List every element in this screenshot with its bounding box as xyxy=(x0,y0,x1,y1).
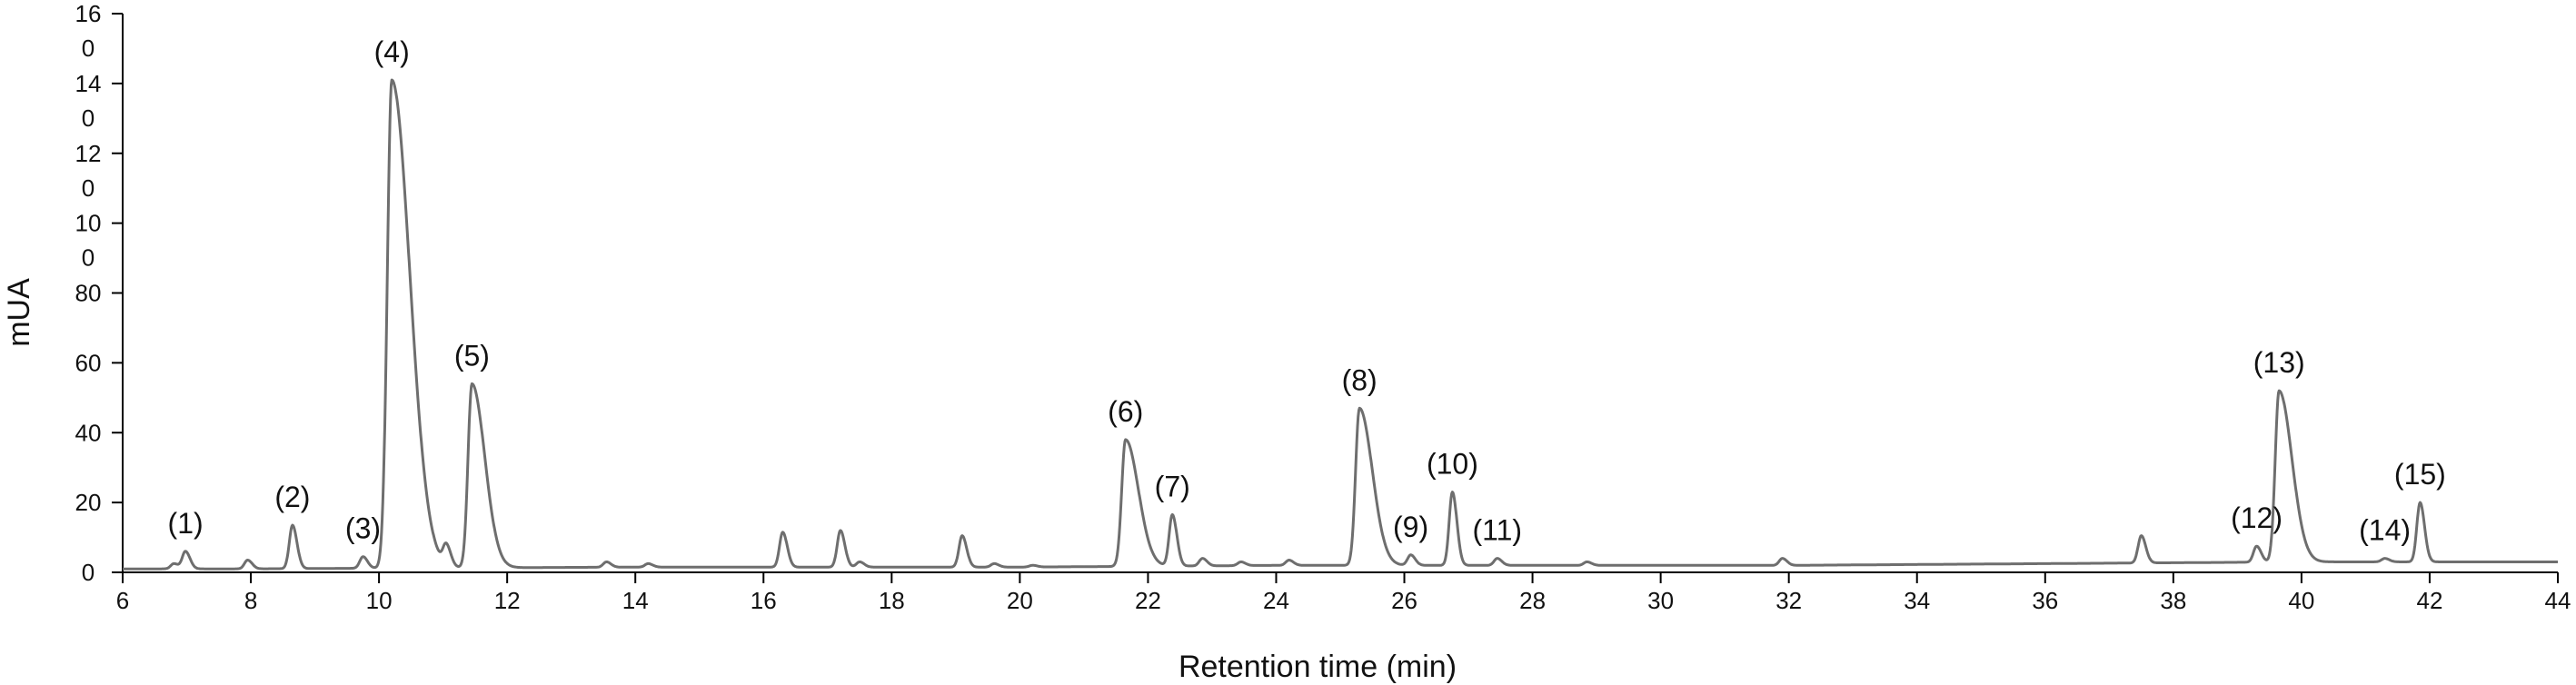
y-tick-label: 0 xyxy=(82,244,94,272)
x-tick-label: 34 xyxy=(1904,587,1930,614)
peak-label: (2) xyxy=(274,481,310,513)
y-tick-label: 20 xyxy=(75,489,102,516)
x-tick-label: 40 xyxy=(2288,587,2314,614)
chromatogram-series xyxy=(122,78,2559,571)
chromatogram-trace xyxy=(122,78,2559,571)
x-tick-label: 42 xyxy=(2416,587,2442,614)
y-axis-title: mUA xyxy=(2,278,36,347)
y-tick-label: 0 xyxy=(82,35,94,62)
axes: 6 8 10 12 14 16 18 20 22 24 26 28 30 32 34 36 38 40 42 44 0 2… xyxy=(75,0,2571,614)
peak-label: (10) xyxy=(1427,448,1478,481)
peak-label: (1) xyxy=(168,507,204,540)
x-tick-label: 26 xyxy=(1391,587,1417,614)
peak-label: (15) xyxy=(2394,458,2446,491)
y-tick-label: 60 xyxy=(75,349,102,376)
peak-label: (12) xyxy=(2231,501,2283,534)
x-tick-label: 6 xyxy=(116,587,129,614)
peak-label: (7) xyxy=(1155,471,1190,503)
y-tick-label: 0 xyxy=(82,104,94,132)
x-tick-label: 22 xyxy=(1135,587,1161,614)
peak-label: (11) xyxy=(1473,514,1523,547)
x-tick-label: 24 xyxy=(1263,587,1289,614)
x-tick-label: 44 xyxy=(2545,587,2571,614)
x-tick-label: 14 xyxy=(622,587,649,614)
y-tick-label: 0 xyxy=(82,559,94,586)
x-tick-label: 18 xyxy=(879,587,905,614)
x-tick-label: 38 xyxy=(2160,587,2186,614)
x-tick-label: 12 xyxy=(494,587,521,614)
y-tick-label: 16 xyxy=(75,0,102,27)
peak-label: (14) xyxy=(2359,514,2411,547)
x-axis-title: Retention time (min) xyxy=(1179,650,1457,684)
peak-label: (5) xyxy=(454,339,490,372)
x-tick-label: 32 xyxy=(1775,587,1802,614)
x-tick-label: 16 xyxy=(751,587,777,614)
x-tick-label: 30 xyxy=(1647,587,1674,614)
x-tick-label: 8 xyxy=(244,587,257,614)
peak-label: (13) xyxy=(2253,346,2305,379)
x-tick-label: 36 xyxy=(2032,587,2058,614)
peak-labels: (1) (2) (3) (4) (5) (6) (7) (8) (9) (10) (11) (12) (… xyxy=(168,35,2446,547)
peak-label: (3) xyxy=(345,512,381,545)
y-tick-label: 0 xyxy=(82,174,94,202)
y-tick-label: 10 xyxy=(75,210,102,237)
y-tick-label: 40 xyxy=(75,419,102,446)
y-tick-label: 80 xyxy=(75,280,102,307)
peak-label: (8) xyxy=(1342,363,1378,396)
y-tick-label: 14 xyxy=(75,70,102,97)
peak-label: (6) xyxy=(1108,395,1143,428)
x-tick-label: 10 xyxy=(366,587,393,614)
x-tick-label: 20 xyxy=(1007,587,1033,614)
y-tick-label: 12 xyxy=(75,140,102,167)
peak-label: (4) xyxy=(374,35,410,68)
peak-label: (9) xyxy=(1393,511,1428,543)
x-tick-label: 28 xyxy=(1519,587,1546,614)
